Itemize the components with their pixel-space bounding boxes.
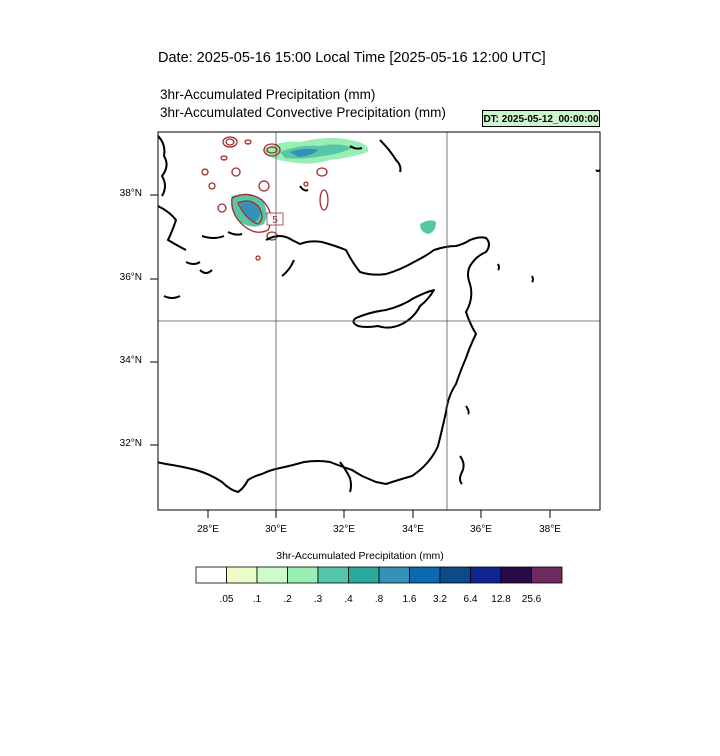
colorbar-label-6: 1.6 [402,594,417,605]
lat-label-32: 32°N [119,438,142,449]
colorbar-label-8: 6.4 [463,594,478,605]
date-title: Date: 2025-05-16 15:00 Local Time [2025-… [158,50,546,66]
colorbar-swatch-10 [500,566,532,584]
colorbar-label-5: .8 [374,594,384,605]
contour-label-box [266,212,284,226]
lon-label-30: 30°E [265,524,287,535]
convective-contours [201,136,329,261]
colorbar-swatch-8 [439,566,471,584]
colorbar-swatch-1 [226,566,258,584]
colorbar-label-10: 25.6 [521,594,542,605]
contour-label: 5 [272,215,278,226]
colorbar-label-0: .05 [219,594,234,605]
axis-ticks [150,194,551,518]
colorbar-swatch-2 [256,566,288,584]
coastlines [158,135,600,493]
lon-label-32: 32°E [333,524,355,535]
gridlines [158,132,600,510]
colorbar-swatch-0 [195,566,227,584]
colorbar-swatch-9 [470,566,502,584]
colorbar-label-3: .3 [313,594,323,605]
precip-area-east [420,220,436,234]
map-frame [157,131,601,511]
precip-area-north-peak [290,148,318,157]
colorbar-label-7: 3.2 [433,594,447,605]
colorbar-swatch-7 [409,566,441,584]
colorbar-label-1: .1 [252,594,262,605]
colorbar-swatch-3 [287,566,319,584]
precip-area-cell-core [240,202,261,222]
init-time-badge: DT: 2025-05-12_00:00:00 [482,110,600,127]
lon-label-34: 34°E [402,524,424,535]
lon-label-28: 28°E [197,524,219,535]
colorbar-swatch-5 [348,566,380,584]
lon-label-38: 38°E [539,524,561,535]
colorbar-label-2: .2 [283,594,292,605]
colorbar-label-4: .4 [344,594,353,605]
colorbar [195,566,563,584]
colorbar-label-9: 12.8 [491,594,511,605]
lat-label-34: 34°N [119,355,142,366]
lat-label-36: 36°N [119,272,142,283]
precipitation-title: 3hr-Accumulated Precipitation (mm) [160,87,376,102]
convective-precipitation-title: 3hr-Accumulated Convective Precipitation… [160,105,446,120]
colorbar-swatch-4 [317,566,349,584]
colorbar-swatch-6 [378,566,410,584]
colorbar-swatch-11 [531,566,563,584]
precipitation-shading [231,137,436,234]
colorbar-title: 3hr-Accumulated Precipitation (mm) [276,550,444,562]
lat-label-38: 38°N [119,188,142,199]
map-content: 5 [158,132,600,510]
lon-label-36: 36°E [470,524,492,535]
